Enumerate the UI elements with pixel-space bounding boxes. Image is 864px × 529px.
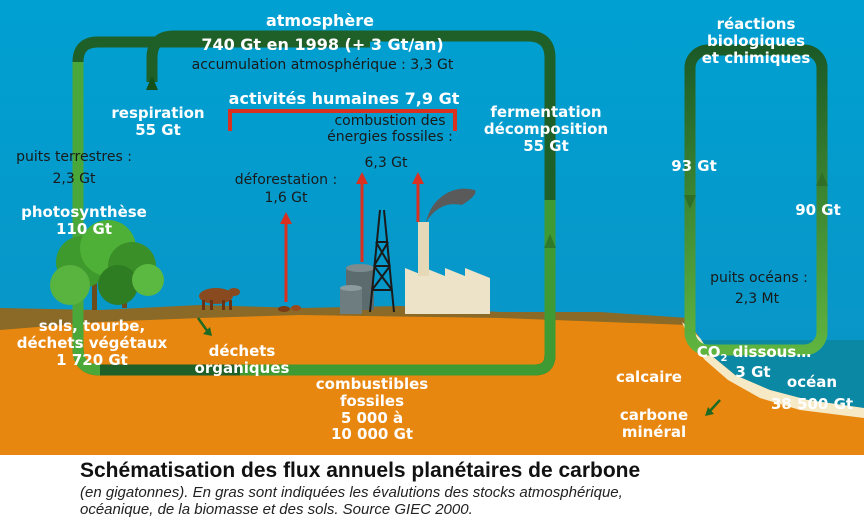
fossil-fuels-stock: combustibles fossiles 5 000 à 10 000 Gt [315,375,429,444]
deforestation-value: 1,6 Gt [264,190,308,206]
deforestation-label: déforestation : [234,172,338,188]
respiration-arrow-icon [146,76,158,90]
fossil-combustion-value: 6,3 Gt [364,155,408,171]
soil-layer [0,309,864,455]
smoke-icon [426,188,476,222]
dissolved-suffix: dissous… [727,343,812,361]
mineral-carbon-arrow-line [708,399,721,413]
mineral-carbon-arrow-icon [705,407,714,416]
atmosphere-title: atmosphère [265,11,375,30]
ocean-label: océan [786,373,838,391]
ocean-sinks-value: 2,3 Mt [734,291,780,307]
decomposition-arrow-icon [544,234,556,248]
fossil-arrow-icon-2 [412,172,424,184]
land-sinks-value: 2,3 Gt [52,171,96,187]
caption-title: Schématisation des flux annuels planétai… [80,459,641,482]
land-loop-lower [72,62,101,376]
co2-prefix: CO [696,343,721,361]
fermentation-flux: fermentation décomposition 55 Gt [483,103,609,155]
deforestation-arrow-icon [280,212,292,224]
ocean-stock: 38 500 Gt [770,395,854,413]
caption-body: (en gigatonnes). En gras sont indiquées … [80,484,623,518]
ocean-flux-down: 93 Gt [671,157,717,175]
ocean-water [688,340,864,408]
beach [682,322,864,418]
soil-stock: sols, tourbe, déchets végétaux 1 720 Gt [16,317,168,369]
atmosphere-stock: 740 Gt en 1998 (+ 3 Gt/an) [201,35,444,54]
ocean-uptake-arrow-icon [684,195,696,209]
photosynthesis-flux: photosynthèse 110 Gt [21,203,147,238]
co2-subscript: 2 [720,353,728,364]
forest-icon [50,220,164,310]
dissolved-co2-label: CO2 dissous… [682,344,826,364]
human-activities-bracket [228,109,457,131]
factory-icon [405,188,490,314]
cow-icon [199,288,240,310]
fuel-tanks-icon [340,264,374,314]
burning-stumps-icon [278,305,301,312]
human-activities-title: activités humaines 7,9 Gt [228,89,460,108]
figure-caption: Schématisation des flux annuels planétai… [80,459,840,518]
ocean-release-arrow-icon [816,172,828,186]
oil-derrick-icon [369,209,395,313]
fossil-combustion-label: combustion des énergies fossiles : [327,113,453,145]
ground-strip [0,305,688,330]
ocean-reactions-label: réactions biologiques et chimiques [701,15,811,67]
organic-waste-arrow-line [196,317,210,333]
respiration-flux: respiration 55 Gt [111,104,205,139]
limestone-label: calcaire [616,368,682,386]
soil-loop-lower [240,200,556,376]
ocean-sinks-label: puits océans : [710,270,808,286]
dissolved-co2-value: 3 Gt [735,363,771,381]
atmosphere-accumulation: accumulation atmosphérique : 3,3 Gt [191,57,454,73]
diagram-canvas [0,0,864,455]
land-sinks-label: puits terrestres : [16,149,132,165]
mineral-carbon-label: carbone minéral [619,406,689,441]
fossil-arrow-icon-1 [356,172,368,184]
ocean-flux-up: 90 Gt [795,201,841,219]
organic-waste-arrow-icon [203,327,212,336]
organic-waste-label: déchets organiques [194,342,290,377]
